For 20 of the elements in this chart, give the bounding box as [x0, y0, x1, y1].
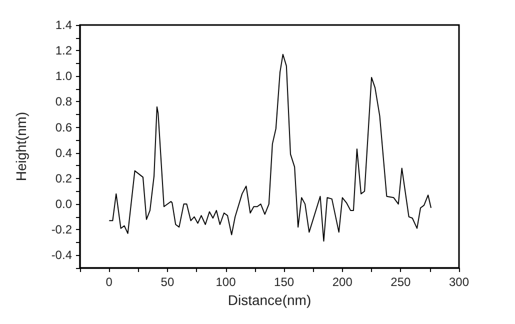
- x-tick-label: 150: [274, 275, 294, 289]
- y-tick-label: 1.2: [55, 44, 72, 58]
- x-axis-title: Distance(nm): [228, 292, 312, 308]
- x-tick-label: 250: [390, 275, 412, 289]
- x-tick-label: 200: [332, 275, 353, 289]
- y-axis-title: Height(nm): [13, 112, 29, 182]
- x-tick-label: 50: [160, 275, 174, 289]
- y-tick-label: 0.8: [55, 94, 72, 109]
- y-tick-label: 1.4: [55, 18, 72, 32]
- x-tick-label: 0: [106, 275, 113, 289]
- y-tick-label: 0.0: [55, 197, 72, 212]
- y-tick-label: 0.2: [55, 171, 72, 186]
- y-tick-label: 1.0: [55, 69, 72, 84]
- line-series: [108, 54, 432, 242]
- y-tick-label: -0.4: [51, 248, 72, 262]
- y-tick-label: 0.6: [55, 120, 72, 134]
- x-tick-label: 300: [448, 275, 470, 289]
- y-tick-label: 0.4: [55, 146, 72, 160]
- x-tick-label: 100: [216, 275, 236, 289]
- y-tick-label: -0.2: [51, 222, 72, 237]
